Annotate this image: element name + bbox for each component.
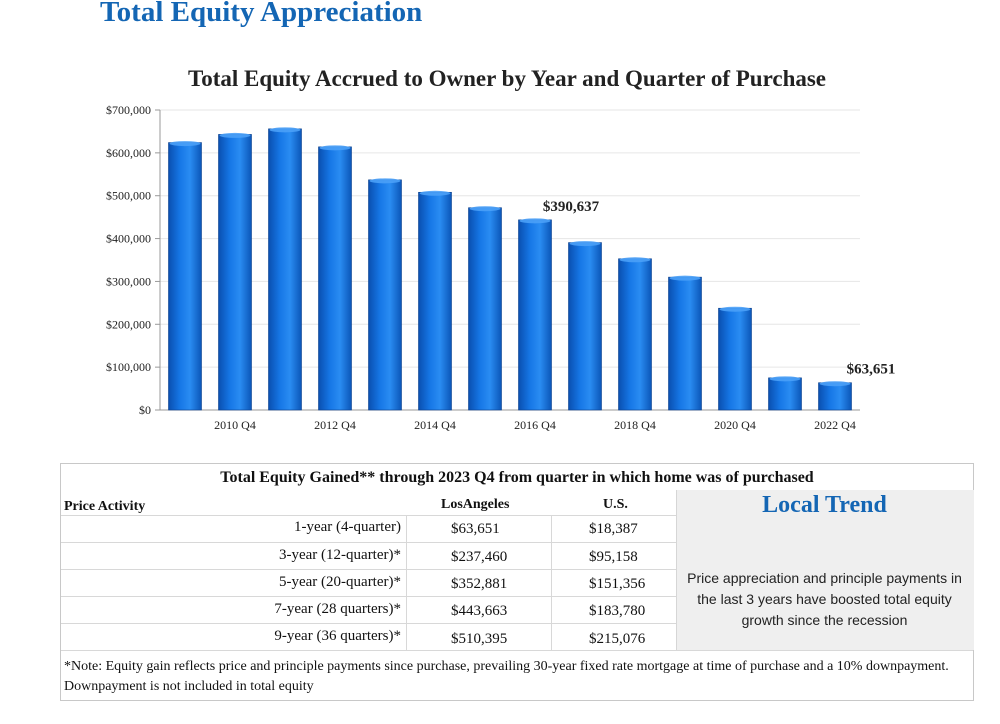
bar-cap — [819, 381, 851, 387]
us-value: $183,780 — [589, 603, 646, 619]
gridlines — [160, 109, 860, 368]
bar-cap — [169, 141, 201, 147]
data-label: $390,637 — [543, 199, 600, 215]
y-tick-label: $400,000 — [106, 232, 151, 246]
y-tick-label: $0 — [139, 403, 151, 417]
data-labels: $390,637 $63,651 — [543, 199, 896, 378]
y-axis: $0 $100,000 $200,000 $300,000 $400,000 $500,0… — [106, 103, 860, 417]
local-value: $352,881 — [451, 576, 508, 592]
table-title: Total Equity Gained** through 2023 Q4 fr… — [220, 469, 814, 486]
x-tick-label: 2012 Q4 — [314, 418, 356, 432]
local-trend-text: Price appreciation and principle payment… — [687, 570, 962, 628]
row-label: 1-year (4-quarter) — [293, 519, 401, 535]
local-trend-title: Local Trend — [762, 492, 887, 518]
page-title: Total Equity Appreciation — [100, 0, 423, 28]
us-column-header: U.S. — [603, 497, 628, 512]
row-divider — [61, 650, 973, 651]
bar — [718, 307, 752, 411]
x-tick-label: 2020 Q4 — [714, 418, 756, 432]
x-tick-label: 2018 Q4 — [614, 418, 656, 432]
bar — [418, 191, 452, 411]
row-label: 3-year (12-quarter)* — [278, 547, 401, 563]
bar — [218, 134, 252, 411]
bar-cap — [269, 127, 301, 133]
bar-cap — [769, 376, 801, 382]
us-value: $18,387 — [589, 521, 638, 537]
y-tick-label: $300,000 — [106, 274, 151, 288]
local-value: $510,395 — [451, 631, 508, 647]
bar-cap — [419, 190, 451, 196]
bar-cap — [219, 132, 251, 138]
us-value: $215,076 — [589, 631, 646, 647]
y-tick-label: $700,000 — [106, 103, 151, 117]
x-tick-label: 2014 Q4 — [414, 418, 456, 432]
local-value: $237,460 — [451, 549, 508, 565]
column-divider — [406, 515, 407, 650]
row-divider — [61, 542, 676, 543]
local-column-header: LosAngeles — [441, 497, 510, 512]
local-trend-panel — [676, 490, 974, 650]
bar — [668, 276, 702, 411]
bar — [618, 258, 652, 411]
equity-table: Total Equity Gained** through 2023 Q4 fr… — [60, 463, 974, 701]
equity-bar-chart: Total Equity Accrued to Owner by Year an… — [106, 66, 896, 432]
local-value: $443,663 — [451, 603, 508, 619]
bar-cap — [619, 257, 651, 263]
bar-cap — [469, 206, 501, 212]
chart-title: Total Equity Accrued to Owner by Year an… — [188, 66, 826, 91]
bar-cap — [519, 218, 551, 224]
us-value: $95,158 — [589, 549, 638, 565]
data-label: $63,651 — [847, 362, 896, 378]
us-value: $151,356 — [589, 576, 646, 592]
row-label: 9-year (36 quarters)* — [274, 628, 401, 644]
bar-cap — [569, 241, 601, 247]
bar — [468, 207, 502, 411]
row-divider — [61, 569, 676, 570]
row-label: 5-year (20-quarter)* — [278, 574, 401, 590]
row-divider — [61, 515, 676, 516]
x-tick-label: 2010 Q4 — [214, 418, 256, 432]
bar — [568, 242, 602, 411]
x-tick-label: 2016 Q4 — [514, 418, 556, 432]
bar-cap — [319, 145, 351, 151]
local-value: $63,651 — [451, 521, 500, 537]
price-activity-header: Price Activity — [64, 499, 146, 514]
column-divider — [551, 515, 552, 650]
y-tick-label: $200,000 — [106, 317, 151, 331]
y-tick-label: $600,000 — [106, 146, 151, 160]
bars — [168, 127, 852, 411]
bar — [818, 382, 852, 411]
row-divider — [61, 623, 676, 624]
x-axis: 2010 Q4 2012 Q4 2014 Q4 2016 Q4 2018 Q4 2020 … — [214, 418, 856, 432]
bar — [268, 128, 302, 411]
bar — [318, 146, 352, 411]
bar — [518, 219, 552, 411]
bar-cap — [719, 306, 751, 312]
row-divider — [61, 596, 676, 597]
x-tick-label: 2022 Q4 — [814, 418, 856, 432]
footnote: *Note: Equity gain reflects price and pr… — [64, 659, 949, 694]
y-tick-label: $500,000 — [106, 189, 151, 203]
bar-cap — [669, 275, 701, 281]
bar — [768, 377, 802, 411]
bar-cap — [369, 178, 401, 184]
bar — [168, 142, 202, 411]
y-tick-label: $100,000 — [106, 360, 151, 374]
bar — [368, 179, 402, 411]
row-label: 7-year (28 quarters)* — [274, 601, 401, 617]
